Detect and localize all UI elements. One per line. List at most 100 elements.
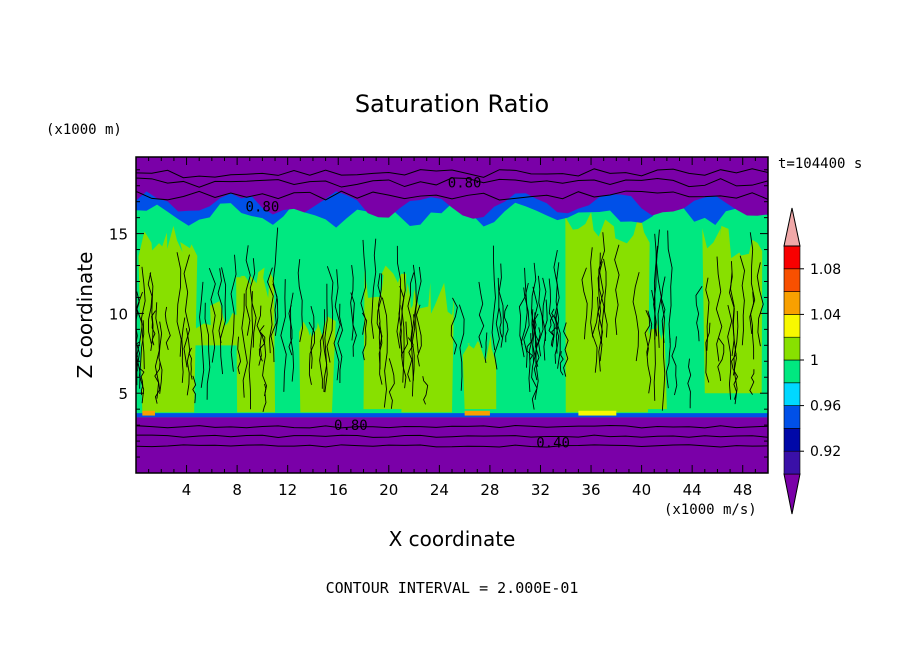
contour-line (554, 309, 560, 364)
y-tick-label: 10 (109, 305, 128, 323)
contour-line (667, 230, 673, 343)
contour-line (147, 272, 153, 344)
x-axis-label: X coordinate (389, 527, 516, 551)
contour-line (185, 328, 191, 396)
contour-line (498, 307, 503, 338)
x-axis-ticks: 4 8 12 16 20 24 28 32 36 40 44 48 (148, 157, 756, 499)
colorbar: 0.92 0.96 1 1.04 1.08 (783, 207, 841, 515)
contour-line (528, 309, 534, 393)
contour-line (139, 320, 145, 404)
contour-line (666, 338, 671, 389)
contour-line (377, 273, 383, 370)
x-tick-label: 40 (632, 481, 651, 499)
colorbar-swatch (783, 382, 801, 406)
contour-line (181, 317, 186, 383)
contour-line (411, 314, 416, 397)
contour-label: 0.80 (334, 418, 368, 434)
contour-line (297, 259, 303, 343)
contour-label: 0.40 (536, 436, 570, 452)
colorbar-swatch (783, 268, 801, 292)
x-tick-label: 44 (683, 481, 702, 499)
contour-line (308, 321, 315, 385)
colorbar-label: 1 (810, 353, 819, 369)
contour-line (360, 239, 366, 335)
contour-line (661, 276, 666, 343)
x-tick-label: 20 (379, 481, 398, 499)
contour-line (241, 293, 248, 398)
contour-line (333, 269, 341, 381)
contour-line (136, 434, 768, 438)
contour-line (204, 302, 211, 400)
contour-line (653, 233, 657, 340)
contour-line (361, 312, 368, 361)
lower-transition-band (136, 413, 768, 418)
y-unit-label: (x1000 m) (46, 122, 122, 138)
contour-line (503, 304, 509, 343)
contour-line (458, 304, 465, 391)
contour-field: 0.80 0.80 0.80 0.40 (136, 157, 768, 473)
colorbar-swatch (783, 291, 801, 315)
warm-spot (142, 410, 155, 416)
contour-line (590, 247, 594, 338)
contour-line (136, 444, 768, 448)
contour-line (644, 309, 651, 357)
contour-line (376, 273, 383, 349)
contour-line (208, 267, 216, 363)
contour-line (136, 341, 140, 371)
colorbar-top-arrow (783, 207, 801, 247)
colorbar-swatch (783, 450, 801, 475)
contour-line (533, 312, 540, 381)
contour-line (136, 425, 768, 429)
contour-line (272, 227, 279, 336)
x-unit-label: (x1000 m/s) (664, 502, 757, 518)
contour-line (136, 291, 140, 354)
contour-line (176, 252, 182, 357)
contour-line (149, 273, 154, 351)
contour-line (280, 279, 287, 392)
contour-line (493, 277, 500, 370)
contour-line (548, 315, 555, 346)
contour-line (581, 267, 588, 340)
x-tick-label: 24 (430, 481, 449, 499)
contour-line (136, 190, 768, 201)
contour-line (396, 245, 402, 349)
contour-line (154, 362, 161, 404)
lime-region (638, 313, 667, 410)
contour-label: 0.80 (448, 176, 482, 192)
contour-line (371, 238, 377, 339)
contour-line (245, 245, 251, 336)
contour-line (749, 232, 756, 334)
contour-line (164, 306, 171, 350)
x-tick-label: 8 (232, 481, 242, 499)
contour-line (559, 351, 564, 376)
x-tick-label: 48 (733, 481, 752, 499)
contour-line (526, 333, 534, 361)
contour-line (729, 261, 735, 356)
contour-line (237, 336, 241, 375)
upper-dry-layer (136, 157, 768, 219)
contour-line (136, 168, 768, 179)
contour-line (671, 336, 678, 396)
contour-line (727, 304, 733, 400)
colorbar-swatch (783, 245, 801, 270)
contour-line (656, 245, 662, 348)
contour-line (632, 272, 640, 362)
contour-line (592, 296, 599, 373)
y-axis-label: Z coordinate (73, 252, 97, 379)
contour-line (498, 263, 504, 348)
contour-line (337, 303, 343, 383)
colorbar-label: 0.92 (810, 444, 841, 460)
colorbar-swatch (783, 405, 801, 429)
contour-line (705, 322, 711, 383)
contour-line (537, 275, 544, 357)
contour-line (141, 266, 146, 370)
contour-line (531, 262, 537, 363)
contour-line (597, 261, 603, 362)
contour-line (319, 331, 325, 389)
contour-line (733, 310, 739, 405)
contour-line (715, 256, 723, 362)
contour-line (350, 265, 354, 341)
contour-line (230, 254, 237, 372)
lime-region (299, 316, 336, 413)
